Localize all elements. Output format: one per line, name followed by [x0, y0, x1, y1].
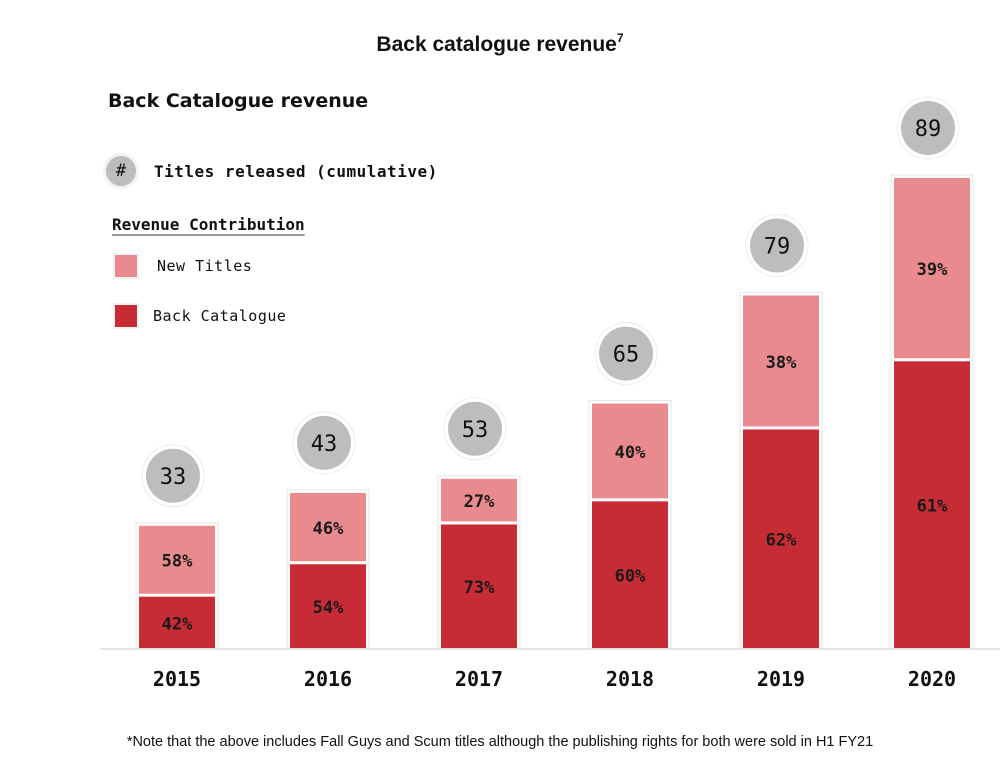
count-bubble: [901, 101, 955, 155]
title-footnote-ref: 7: [616, 31, 624, 45]
footnote: *Note that the above includes Fall Guys …: [126, 734, 874, 750]
data-label-back-catalogue: 54%: [313, 598, 344, 618]
legend-item-back-catalogue: Back Catalogue: [113, 303, 286, 329]
count-bubble-label: 79: [764, 235, 791, 260]
bar-back-catalogue: [894, 361, 970, 648]
bar-new-titles: [743, 295, 819, 427]
count-bubble-label: 89: [915, 117, 942, 142]
data-label-new-titles: 39%: [917, 260, 948, 280]
count-bubble: [750, 218, 804, 273]
x-tick-label: 2018: [606, 667, 654, 691]
bar-new-titles: [290, 492, 366, 562]
data-label-back-catalogue: 61%: [917, 497, 948, 517]
x-tick-label: 2020: [908, 667, 956, 691]
data-label-new-titles: 38%: [766, 353, 797, 373]
count-bubble: [448, 401, 502, 456]
x-tick-label: 2017: [455, 667, 503, 691]
legend-item-new-titles: New Titles: [113, 253, 252, 279]
count-bubble-label: 43: [311, 432, 338, 457]
legend-titles-released: # Titles released (cumulative): [106, 156, 438, 186]
legend-label-new-titles: New Titles: [157, 257, 253, 275]
chart-title: Back catalogue revenue7: [0, 31, 1000, 57]
x-tick-label: 2016: [304, 667, 352, 691]
data-label-back-catalogue: 73%: [464, 578, 495, 598]
legend-label-back-catalogue: Back Catalogue: [153, 307, 287, 325]
data-label-back-catalogue: 62%: [766, 531, 797, 551]
data-label-back-catalogue: 42%: [162, 614, 193, 634]
chart-title-text: Back catalogue revenue: [376, 33, 617, 56]
legend-heading: Revenue Contribution: [112, 215, 305, 234]
count-bubble: [297, 415, 351, 470]
legend-swatch-new-titles: [113, 253, 139, 279]
count-bubble: [599, 326, 653, 381]
bar-back-catalogue: [290, 564, 366, 648]
bar-back-catalogue: [139, 596, 215, 648]
bar-back-catalogue: [743, 429, 819, 648]
count-bubble-icon: #: [106, 156, 136, 186]
legend-swatch-back-catalogue: [113, 303, 139, 329]
data-label-new-titles: 27%: [464, 492, 495, 512]
bar-new-titles: [441, 478, 517, 522]
count-bubble: [146, 448, 200, 503]
bar-new-titles: [894, 178, 970, 359]
x-tick-label: 2019: [757, 667, 805, 691]
count-bubble-label: 33: [160, 465, 187, 490]
bar-new-titles: [592, 403, 668, 499]
data-label-new-titles: 58%: [162, 552, 193, 572]
count-bubble-label: 65: [613, 343, 640, 368]
bar-back-catalogue: [441, 524, 517, 648]
bar-back-catalogue: [592, 501, 668, 648]
chart-subtitle: Back Catalogue revenue: [108, 90, 369, 112]
x-tick-label: 2015: [153, 667, 201, 691]
bar-new-titles: [139, 525, 215, 594]
data-label-new-titles: 46%: [313, 519, 344, 539]
data-label-new-titles: 40%: [615, 443, 646, 463]
legend-titles-released-label: Titles released (cumulative): [154, 161, 438, 181]
data-label-back-catalogue: 60%: [615, 567, 646, 587]
count-bubble-label: 53: [462, 418, 489, 443]
